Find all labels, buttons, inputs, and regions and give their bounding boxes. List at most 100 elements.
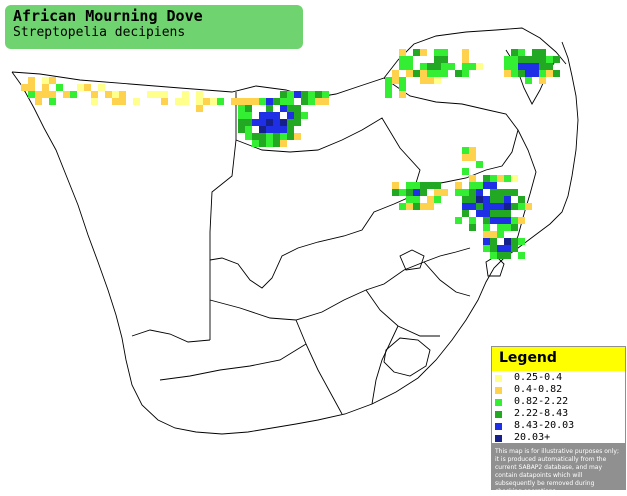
occurrence-cell <box>504 189 511 196</box>
legend-item: 0.4-0.82 <box>492 384 625 397</box>
lesotho <box>383 337 431 377</box>
occurrence-cell <box>406 203 413 210</box>
occurrence-cell <box>476 203 483 210</box>
legend-swatch <box>495 435 502 442</box>
occurrence-cell <box>483 196 490 203</box>
occurrence-cell <box>280 98 287 105</box>
legend-label: 0.82-2.22 <box>514 396 569 407</box>
occurrence-cell <box>476 182 483 189</box>
occurrence-cell <box>434 49 441 56</box>
occurrence-cell <box>266 140 273 147</box>
occurrence-cell <box>406 196 413 203</box>
occurrence-cell <box>525 63 532 70</box>
occurrence-cell <box>287 119 294 126</box>
occurrence-cell <box>434 189 441 196</box>
occurrence-cell <box>476 63 483 70</box>
occurrence-cell <box>245 98 252 105</box>
occurrence-cell <box>406 70 413 77</box>
occurrence-cell <box>203 98 210 105</box>
occurrence-cell <box>259 126 266 133</box>
occurrence-cell <box>266 126 273 133</box>
occurrence-cell <box>511 245 518 252</box>
occurrence-cell <box>511 70 518 77</box>
occurrence-cell <box>539 56 546 63</box>
occurrence-cell <box>455 182 462 189</box>
occurrence-cell <box>434 70 441 77</box>
occurrence-cell <box>91 98 98 105</box>
occurrence-cell <box>469 154 476 161</box>
occurrence-cell <box>511 63 518 70</box>
occurrence-cell <box>532 63 539 70</box>
occurrence-cell <box>413 49 420 56</box>
province-borders-2 <box>295 319 343 415</box>
occurrence-cell <box>455 217 462 224</box>
occurrence-cell <box>413 182 420 189</box>
occurrence-cell <box>196 98 203 105</box>
occurrence-cell <box>413 203 420 210</box>
occurrence-cell <box>420 77 427 84</box>
occurrence-cell <box>525 203 532 210</box>
occurrence-cell <box>504 217 511 224</box>
occurrence-cell <box>28 77 35 84</box>
occurrence-cell <box>259 140 266 147</box>
province-borders-4 <box>423 261 471 297</box>
occurrence-cell <box>518 196 525 203</box>
legend-swatch <box>495 411 502 418</box>
occurrence-cell <box>56 84 63 91</box>
occurrence-cell <box>266 98 273 105</box>
occurrence-cell <box>504 196 511 203</box>
occurrence-cell <box>280 119 287 126</box>
occurrence-cell <box>532 56 539 63</box>
occurrence-cell <box>280 126 287 133</box>
occurrence-cell <box>539 49 546 56</box>
occurrence-cell <box>497 224 504 231</box>
occurrence-cell <box>413 196 420 203</box>
occurrence-cell <box>476 189 483 196</box>
legend-header: Legend <box>492 347 625 371</box>
occurrence-cell <box>504 70 511 77</box>
occurrence-cell <box>399 56 406 63</box>
species-common-name: African Mourning Dove <box>13 7 203 25</box>
occurrence-cell <box>245 126 252 133</box>
occurrence-cell <box>490 189 497 196</box>
legend-swatch <box>495 375 502 382</box>
occurrence-cell <box>259 119 266 126</box>
occurrence-cell <box>462 63 469 70</box>
occurrence-cell <box>315 91 322 98</box>
occurrence-cell <box>511 224 518 231</box>
occurrence-cell <box>266 112 273 119</box>
occurrence-cell <box>497 231 504 238</box>
occurrence-cell <box>539 77 546 84</box>
province-borders-6 <box>371 325 399 405</box>
occurrence-cell <box>518 238 525 245</box>
occurrence-cell <box>301 98 308 105</box>
occurrence-cell <box>273 98 280 105</box>
occurrence-cell <box>476 161 483 168</box>
legend-swatch <box>495 423 502 430</box>
occurrence-cell <box>497 252 504 259</box>
occurrence-cell <box>441 56 448 63</box>
occurrence-cell <box>259 98 266 105</box>
occurrence-cell <box>469 147 476 154</box>
occurrence-cell <box>399 63 406 70</box>
species-scientific-name: Streptopelia decipiens <box>13 25 186 40</box>
occurrence-cell <box>301 91 308 98</box>
occurrence-cell <box>21 84 28 91</box>
occurrence-cell <box>497 217 504 224</box>
occurrence-cell <box>518 70 525 77</box>
occurrence-cell <box>483 203 490 210</box>
occurrence-cell <box>546 63 553 70</box>
occurrence-cell <box>525 56 532 63</box>
occurrence-cell <box>49 91 56 98</box>
occurrence-cell <box>280 140 287 147</box>
occurrence-cell <box>399 189 406 196</box>
occurrence-cell <box>399 49 406 56</box>
occurrence-cell <box>259 112 266 119</box>
occurrence-cell <box>119 98 126 105</box>
occurrence-cell <box>490 196 497 203</box>
occurrence-cell <box>504 210 511 217</box>
occurrence-cell <box>469 63 476 70</box>
occurrence-cell <box>385 91 392 98</box>
occurrence-cell <box>504 56 511 63</box>
occurrence-cell <box>294 133 301 140</box>
